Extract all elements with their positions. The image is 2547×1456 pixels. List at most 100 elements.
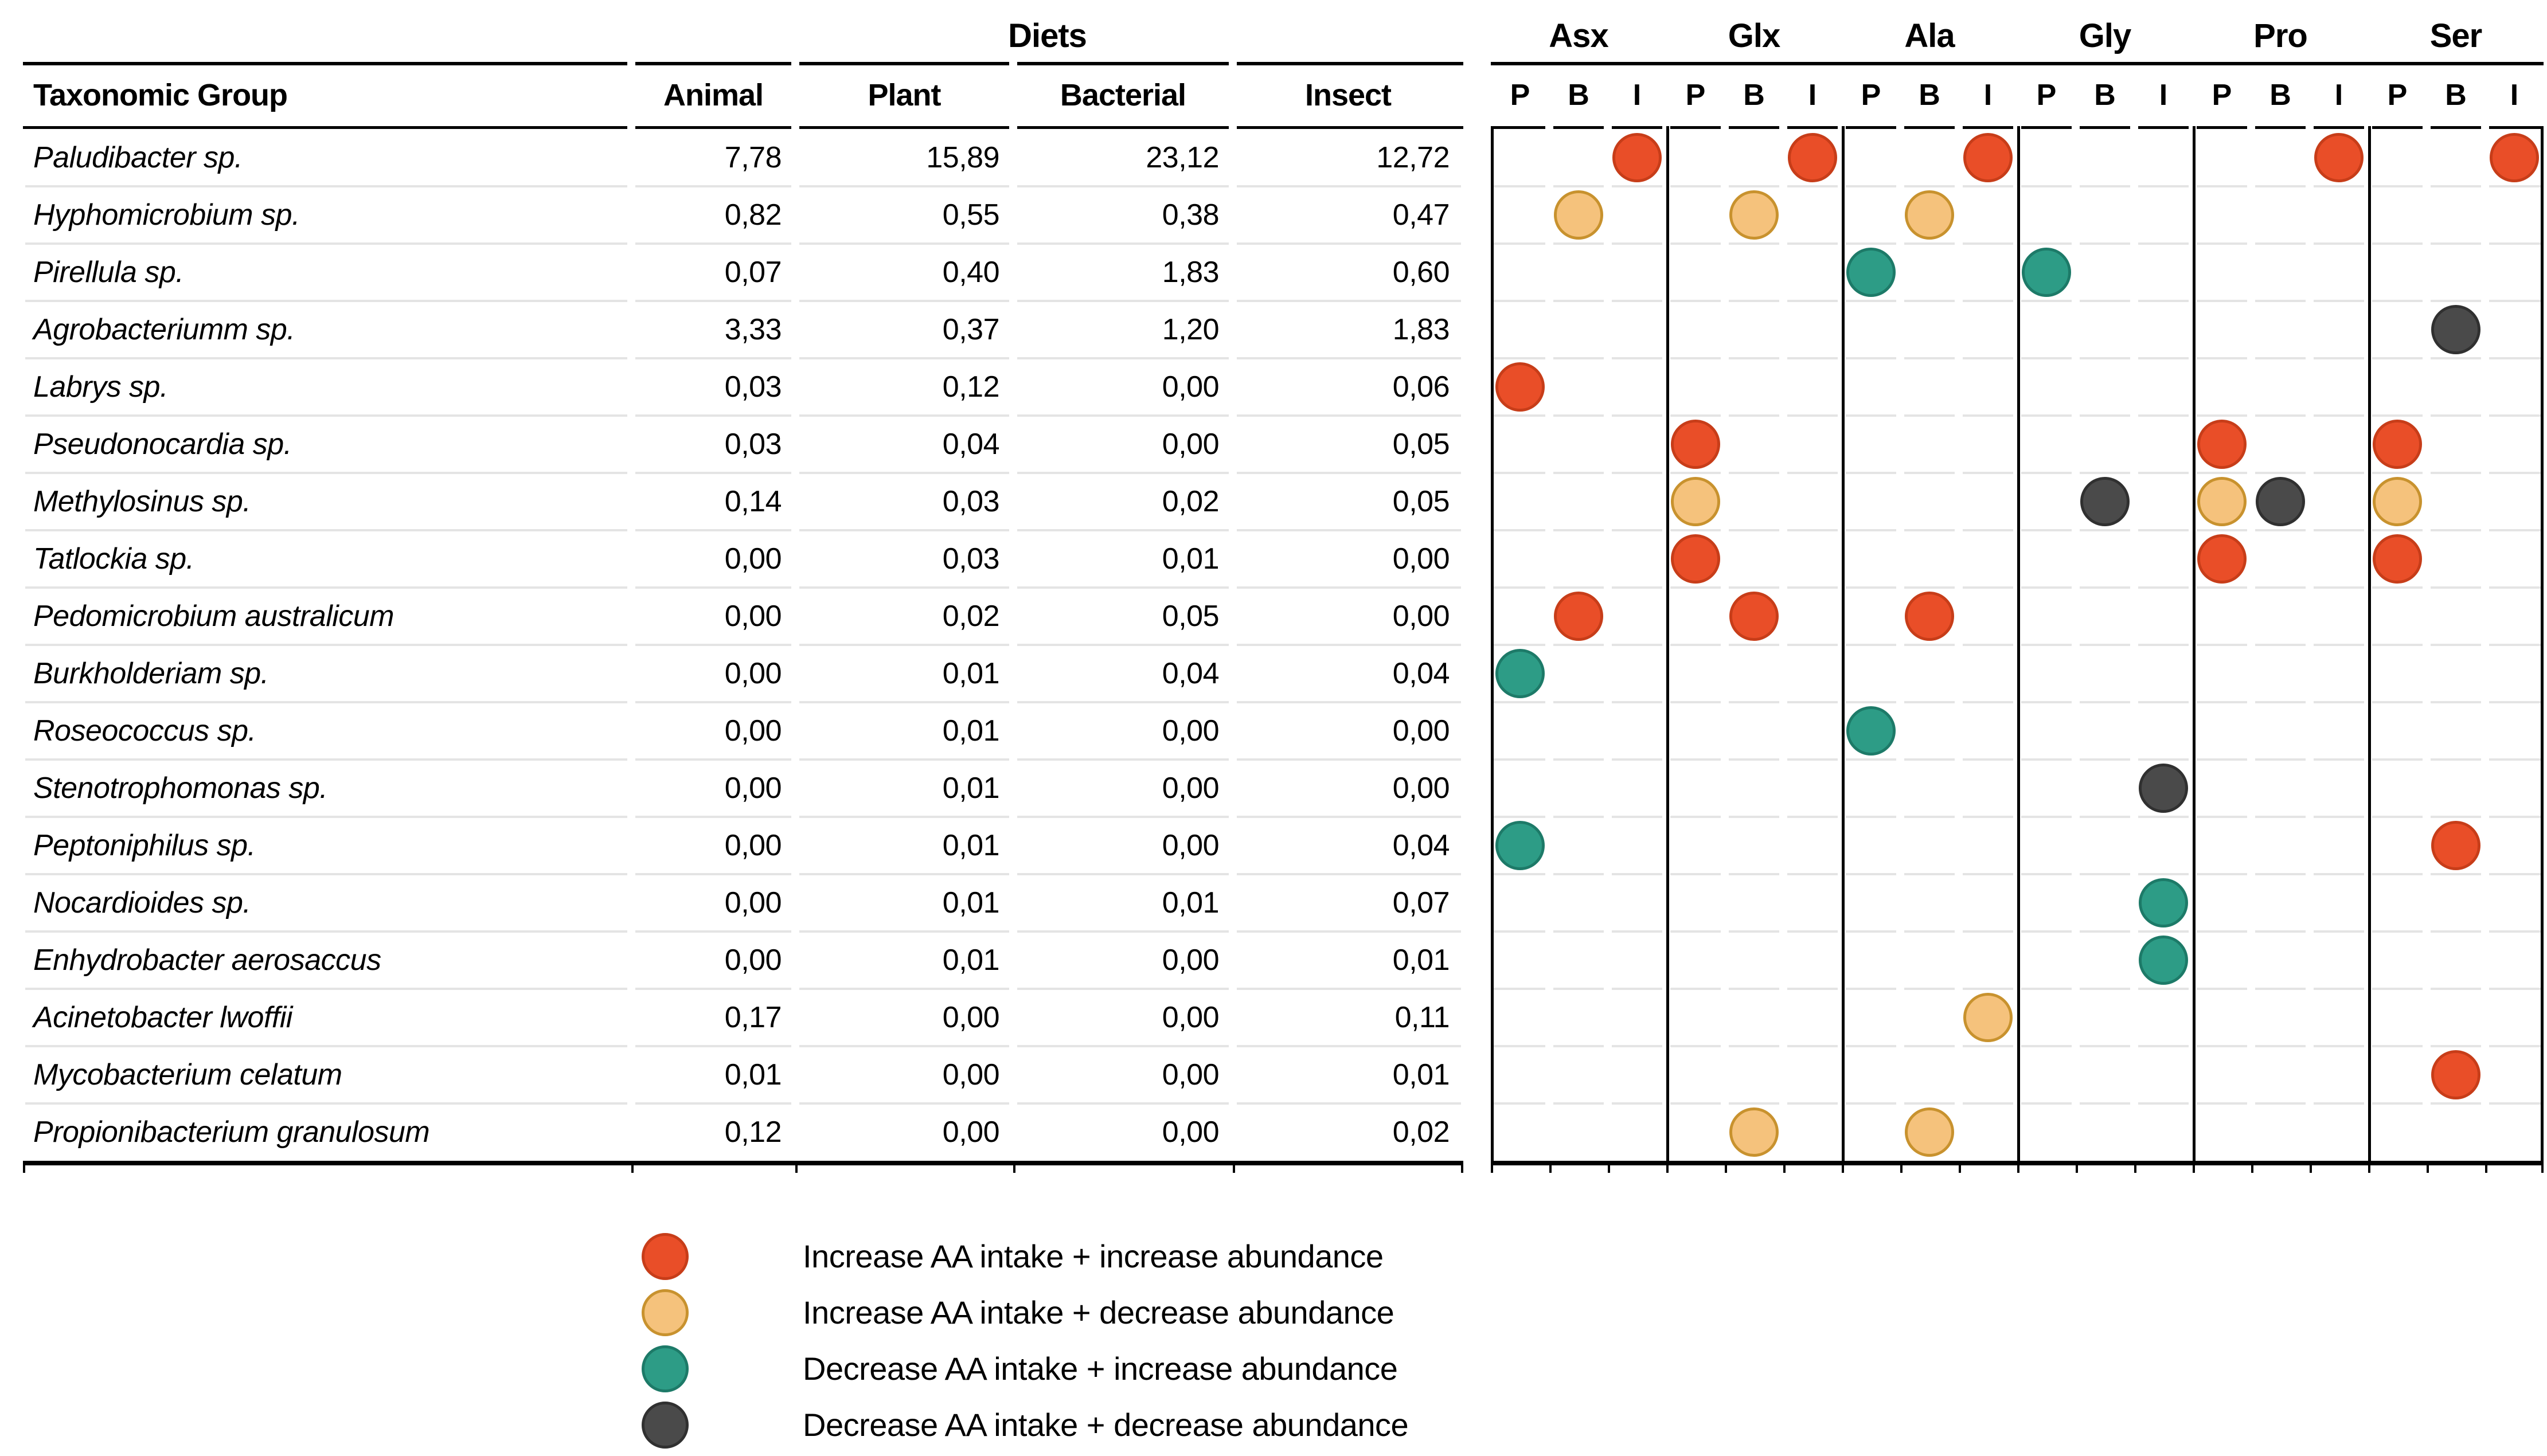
plant-column-header: Plant (868, 78, 941, 112)
axis-tick (1461, 1165, 1463, 1173)
legend-dot-dec_dec (642, 1402, 689, 1449)
matrix-dot-dec_dec (2139, 764, 2188, 813)
subcol-header-ser-i: I (2510, 79, 2519, 112)
matrix-dot-dec_inc (1846, 248, 1896, 297)
row-separator (25, 701, 1461, 703)
abundance-value: 0,00 (1392, 600, 1450, 633)
axis-tick (631, 1165, 634, 1173)
legend-dot-inc_inc (642, 1233, 689, 1280)
abundance-value: 0,00 (1392, 542, 1450, 576)
abundance-value: 0,00 (724, 829, 782, 862)
abundance-value: 0,02 (1392, 1116, 1450, 1149)
matrix-dot-inc_inc (2314, 133, 2364, 182)
abundance-value: 0,01 (1392, 944, 1450, 977)
axis-tick (2017, 1165, 2019, 1173)
axis-tick (2368, 1165, 2370, 1173)
subcolumn-gap-strip (1955, 126, 1963, 1161)
subcolumn-gap-strip (2423, 126, 2431, 1161)
axis-tick (2251, 1165, 2253, 1173)
matrix-dot-inc_dec (2197, 477, 2247, 526)
abundance-value: 0,00 (1162, 1001, 1220, 1034)
matrix-dot-dec_inc (2139, 936, 2188, 985)
subcol-header-asx-b: B (1568, 79, 1589, 112)
insect-column-header: Insect (1304, 78, 1392, 112)
taxon-name: Pseudonocardia sp. (33, 428, 292, 461)
axis-tick (1491, 1165, 1493, 1173)
abundance-value: 1,20 (1162, 313, 1220, 346)
matrix-dot-inc_inc (2197, 534, 2247, 584)
row-separator (25, 300, 1461, 302)
taxon-name: Methylosinus sp. (33, 485, 251, 518)
matrix-dot-inc_dec (1729, 1107, 1779, 1157)
abundance-value: 0,00 (1392, 714, 1450, 747)
abundance-value: 0,55 (942, 198, 1000, 232)
subcol-header-ser-b: B (2445, 79, 2467, 112)
abundance-value: 0,01 (1162, 542, 1220, 576)
subcolumn-gap-strip (2247, 126, 2255, 1161)
subcol-header-gly-p: P (2036, 79, 2057, 112)
abundance-value: 0,37 (942, 313, 1000, 346)
abundance-value: 1,83 (1392, 313, 1450, 346)
matrix-dot-dec_dec (2080, 477, 2130, 526)
abundance-value: 0,00 (942, 1058, 1000, 1091)
abundance-value: 0,00 (942, 1001, 1000, 1034)
subcol-header-gly-b: B (2094, 79, 2116, 112)
matrix-group-border (1666, 126, 1669, 1165)
abundance-value: 0,00 (942, 1116, 1000, 1149)
abundance-value: 15,89 (926, 141, 999, 174)
matrix-dot-dec_inc (1846, 706, 1896, 756)
subcol-header-pro-b: B (2269, 79, 2291, 112)
matrix-dot-inc_inc (2373, 420, 2422, 469)
axis-tick (1842, 1165, 1844, 1173)
aa-group-header-glx: Glx (1728, 17, 1781, 54)
subcolumn-gap-strip (1545, 126, 1553, 1161)
abundance-value: 0,00 (1162, 428, 1220, 461)
abundance-value: 0,38 (1162, 198, 1220, 232)
axis-tick (23, 1165, 25, 1173)
abundance-value: 0,00 (724, 542, 782, 576)
taxon-name: Propionibacterium granulosum (33, 1116, 430, 1149)
matrix-dot-inc_dec (1729, 190, 1779, 240)
taxon-name: Enhydrobacter aerosaccus (33, 944, 381, 977)
row-separator (25, 930, 1461, 933)
matrix-bottom-border (1491, 1161, 2544, 1165)
abundance-value: 0,05 (1162, 600, 1220, 633)
matrix-dot-inc_dec (1671, 477, 1720, 526)
axis-tick (1549, 1165, 1552, 1173)
matrix-top-rule (1491, 62, 2544, 65)
abundance-value: 0,17 (724, 1001, 782, 1034)
abundance-value: 0,47 (1392, 198, 1450, 232)
column-gap-strip (627, 62, 635, 1161)
column-gap-strip (1009, 62, 1017, 1161)
axis-tick (2541, 1165, 2544, 1173)
left-table-header-rule (23, 126, 1463, 129)
axis-tick (2076, 1165, 2078, 1173)
subcol-header-ala-b: B (1919, 79, 1940, 112)
abundance-value: 0,00 (724, 600, 782, 633)
abundance-value: 0,00 (1162, 944, 1220, 977)
subcol-header-asx-i: I (1632, 79, 1642, 112)
abundance-value: 0,03 (724, 370, 782, 404)
row-separator (25, 472, 1461, 474)
abundance-value: 0,00 (1162, 829, 1220, 862)
subcol-header-ser-p: P (2387, 79, 2408, 112)
subcolumn-gap-strip (1721, 126, 1729, 1161)
axis-tick (2310, 1165, 2312, 1173)
row-separator (25, 758, 1461, 761)
left-table-bottom-rule (23, 1161, 1463, 1165)
matrix-dot-dec_inc (1495, 821, 1545, 870)
subcol-header-pro-i: I (2334, 79, 2343, 112)
row-separator (25, 242, 1461, 245)
abundance-value: 0,12 (724, 1116, 782, 1149)
aa-group-header-ala: Ala (1904, 17, 1955, 54)
abundance-value: 0,01 (942, 657, 1000, 690)
abundance-value: 0,07 (724, 256, 782, 289)
subcol-header-glx-p: P (1685, 79, 1706, 112)
matrix-dot-inc_inc (2490, 133, 2539, 182)
column-gap-strip (1229, 62, 1237, 1161)
taxon-name: Peptoniphilus sp. (33, 829, 256, 862)
abundance-value: 0,02 (1162, 485, 1220, 518)
abundance-value: 0,03 (942, 485, 1000, 518)
diets-group-header: Diets (1008, 17, 1087, 54)
